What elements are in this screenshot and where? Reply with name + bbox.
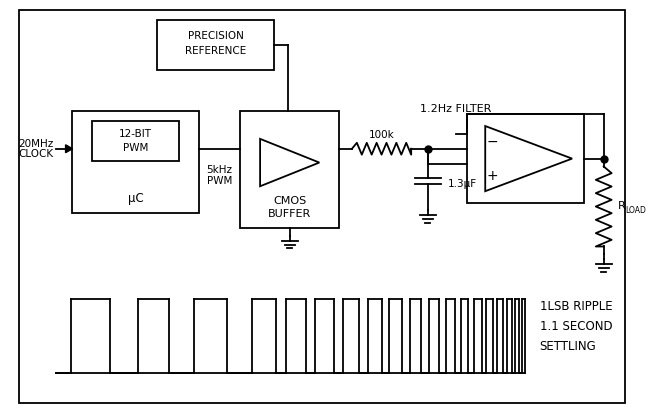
Text: CLOCK: CLOCK	[18, 149, 53, 159]
Bar	[92, 121, 179, 161]
Text: R: R	[618, 202, 625, 211]
Text: BUFFER: BUFFER	[268, 209, 311, 219]
Text: −: −	[486, 135, 498, 149]
Text: µC: µC	[128, 192, 144, 204]
Polygon shape	[260, 139, 319, 186]
Text: 12-BIT: 12-BIT	[119, 129, 152, 139]
Text: REFERENCE: REFERENCE	[185, 46, 246, 56]
Text: LOAD: LOAD	[625, 206, 646, 215]
Text: PRECISION: PRECISION	[188, 31, 244, 41]
Text: +: +	[486, 169, 498, 183]
Text: 1.2Hz FILTER: 1.2Hz FILTER	[420, 104, 491, 114]
Bar	[157, 20, 274, 70]
Text: 100k: 100k	[369, 130, 395, 140]
Bar	[240, 111, 339, 228]
Text: 5kHz: 5kHz	[207, 166, 233, 176]
Polygon shape	[66, 145, 73, 153]
Bar	[73, 111, 199, 213]
Text: CMOS: CMOS	[273, 196, 306, 206]
Polygon shape	[486, 126, 572, 191]
Text: 1.3µF: 1.3µF	[448, 179, 477, 189]
Text: PWM: PWM	[123, 143, 148, 153]
Text: PWM: PWM	[207, 176, 232, 186]
Text: 20MHz: 20MHz	[18, 139, 53, 149]
Text: SETTLING: SETTLING	[540, 340, 596, 353]
Text: 1.1 SECOND: 1.1 SECOND	[540, 320, 612, 333]
Bar	[467, 114, 584, 203]
Text: 1LSB RIPPLE: 1LSB RIPPLE	[540, 300, 612, 313]
